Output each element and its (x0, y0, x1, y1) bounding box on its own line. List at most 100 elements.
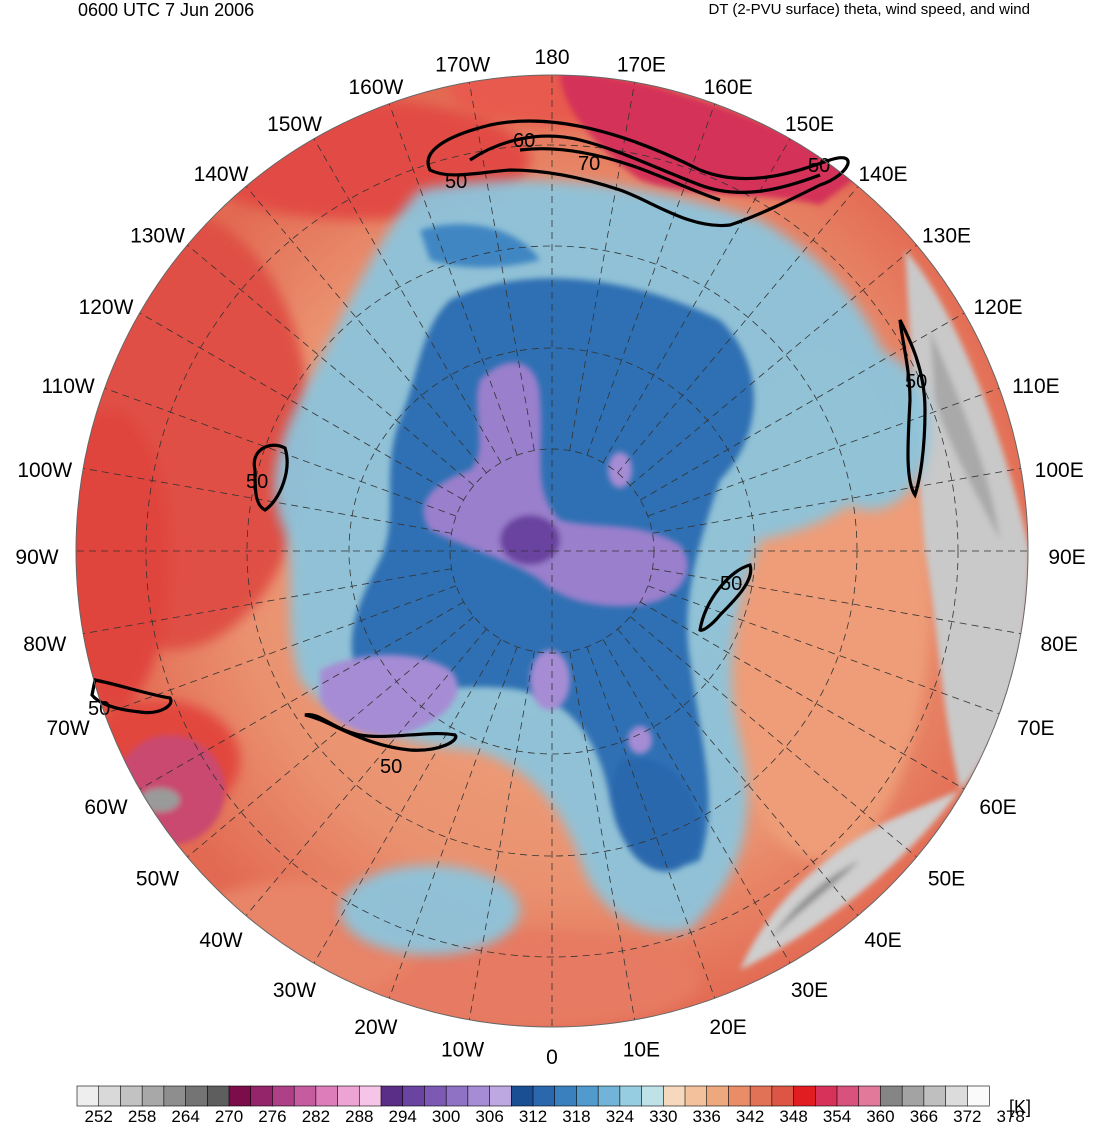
colorbar-tick-label: 276 (258, 1107, 286, 1126)
longitude-label: 180 (534, 46, 569, 69)
longitude-label: 90W (15, 546, 58, 569)
meridian-line (468, 82, 535, 451)
longitude-label: 0 (546, 1046, 558, 1069)
colorbar-tick-label: 348 (779, 1107, 807, 1126)
longitude-label: 170E (617, 54, 666, 77)
meridian-line (313, 639, 502, 964)
longitude-label: 160E (704, 76, 753, 99)
colorbar-tick-label: 270 (215, 1107, 243, 1126)
colorbar-swatch (576, 1085, 599, 1107)
colorbar-tick-label: 252 (85, 1107, 113, 1126)
meridian-line (245, 186, 487, 474)
colorbar-swatch (814, 1085, 838, 1107)
meridian-line (245, 628, 487, 916)
longitude-label: 130E (922, 225, 971, 248)
meridian-line (652, 467, 1021, 534)
longitude-label: 110E (1012, 375, 1060, 398)
colorbar-swatch (532, 1085, 556, 1107)
colorbar-swatch (510, 1085, 534, 1107)
colorbar-tick-label: 336 (693, 1107, 721, 1126)
longitude-label: 120W (79, 296, 134, 319)
contour-label: 50 (808, 155, 830, 177)
longitude-label: 20W (354, 1016, 397, 1039)
contour-label: 50 (88, 698, 110, 720)
colorbar-swatch (185, 1085, 208, 1107)
colorbar-swatch (771, 1085, 795, 1107)
longitude-label: 150E (785, 113, 834, 136)
colorbar-tick-labels: 252 258 264 270 276 282 288 294 300 306 312 318 324 3… (85, 1107, 1025, 1126)
colorbar-unit: [K] (1009, 1097, 1031, 1117)
colorbar-swatch (728, 1085, 751, 1107)
colorbar (76, 1085, 990, 1107)
map-boundary (75, 74, 1029, 1028)
contour-label: 70 (578, 153, 600, 175)
contour-label: 50 (445, 171, 467, 193)
colorbar-swatch (402, 1085, 426, 1107)
longitude-label: 110W (41, 375, 94, 398)
longitude-labels: 180 170E 160E 150E 140E 130E 120E 110E 100E 90E 80… (15, 46, 1085, 1069)
colorbar-swatch (836, 1085, 860, 1107)
colorbar-tick-label: 330 (649, 1107, 677, 1126)
colorbar-swatch (293, 1085, 317, 1107)
meridian-line (313, 138, 502, 463)
meridian-line (187, 616, 475, 858)
colorbar-swatch (467, 1085, 491, 1107)
meridian-line (640, 312, 965, 501)
longitude-label: 100E (1035, 459, 1084, 482)
longitude-label: 170W (435, 54, 490, 77)
colorbar-swatch (424, 1085, 447, 1107)
colorbar-swatch (337, 1085, 360, 1107)
meridian-line (569, 82, 636, 451)
meridian-line (640, 601, 965, 790)
colorbar-swatch (98, 1085, 122, 1107)
colorbar-swatch (662, 1085, 686, 1107)
colorbar-swatch (749, 1085, 773, 1107)
longitude-label: 50E (928, 867, 965, 890)
contour-labels: 50 60 70 50 50 50 50 50 50 (88, 130, 927, 778)
colorbar-swatch (272, 1085, 295, 1107)
longitude-label: 150W (267, 113, 322, 136)
colorbar-swatch (358, 1085, 382, 1107)
colorbar-swatch (76, 1085, 100, 1107)
longitude-label: 60W (84, 796, 127, 819)
colorbar-tick-label: 282 (302, 1107, 330, 1126)
longitude-label: 30E (791, 979, 828, 1002)
colorbar-tick-label: 372 (953, 1107, 981, 1126)
colorbar-swatch (206, 1085, 230, 1107)
colorbar-tick-label: 294 (389, 1107, 417, 1126)
colorbar-swatch (380, 1085, 404, 1107)
colorbar-tick-label: 312 (519, 1107, 547, 1126)
colorbar-swatch (445, 1085, 469, 1107)
longitude-label: 30W (273, 979, 316, 1002)
longitude-label: 140E (858, 163, 907, 186)
longitude-label: 10W (441, 1038, 484, 1061)
meridian-line (569, 651, 636, 1020)
longitude-label: 40E (864, 929, 901, 952)
longitude-label: 140W (194, 163, 249, 186)
colorbar-swatch (163, 1085, 187, 1107)
colorbar-tick-label: 288 (345, 1107, 373, 1126)
colorbar-swatch (684, 1085, 708, 1107)
longitude-label: 130W (130, 225, 185, 248)
meridian-line (586, 646, 716, 999)
colorbar-tick-label: 306 (475, 1107, 503, 1126)
longitude-label: 80E (1041, 633, 1078, 656)
meridian-line (104, 585, 457, 715)
colorbar-tick-label: 360 (866, 1107, 894, 1126)
meridian-line (139, 312, 464, 501)
colorbar-tick-label: 300 (432, 1107, 460, 1126)
longitude-label: 100W (17, 459, 72, 482)
contour-label: 50 (905, 371, 927, 393)
colorbar-swatch (597, 1085, 621, 1107)
contour-label: 50 (720, 573, 742, 595)
colorbar-tick-label: 318 (562, 1107, 590, 1126)
longitude-label: 70W (47, 717, 90, 740)
colorbar-tick-label: 354 (823, 1107, 851, 1126)
colorbar-swatch (141, 1085, 165, 1107)
meridian-line (617, 628, 859, 916)
meridian-line (83, 467, 452, 534)
colorbar-swatch (793, 1085, 816, 1107)
meridian-line (647, 387, 1000, 517)
longitude-label: 90E (1048, 546, 1085, 569)
